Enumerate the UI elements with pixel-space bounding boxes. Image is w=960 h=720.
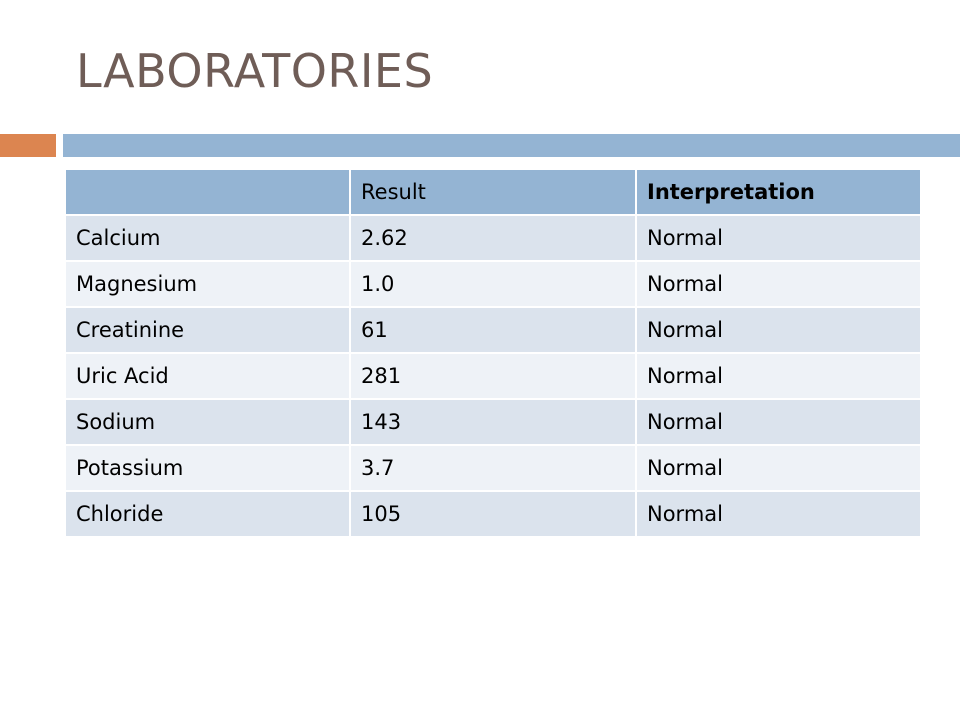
table-row: Chloride 105 Normal [64,490,922,538]
test-name-cell: Uric Acid [64,352,351,400]
result-cell: 3.7 [349,444,637,492]
interpretation-cell: Normal [635,444,922,492]
result-cell: 2.62 [349,214,637,262]
interpretation-cell: Normal [635,398,922,446]
table-row: Magnesium 1.0 Normal [64,260,922,308]
interpretation-cell: Normal [635,490,922,538]
test-name-cell: Creatinine [64,306,351,354]
interpretation-cell: Normal [635,306,922,354]
test-name-cell: Potassium [64,444,351,492]
table-row: Uric Acid 281 Normal [64,352,922,400]
table-row: Sodium 143 Normal [64,398,922,446]
interpretation-cell: Normal [635,214,922,262]
header-cell-test [64,168,351,216]
result-cell: 281 [349,352,637,400]
result-cell: 1.0 [349,260,637,308]
header-cell-result: Result [349,168,637,216]
test-name-cell: Calcium [64,214,351,262]
table-row: Calcium 2.62 Normal [64,214,922,262]
table-row: Creatinine 61 Normal [64,306,922,354]
interpretation-cell: Normal [635,260,922,308]
result-cell: 61 [349,306,637,354]
result-cell: 105 [349,490,637,538]
table-header-row: Result Interpretation [64,168,922,216]
test-name-cell: Magnesium [64,260,351,308]
result-cell: 143 [349,398,637,446]
accent-bar-orange [0,134,56,157]
test-name-cell: Chloride [64,490,351,538]
test-name-cell: Sodium [64,398,351,446]
header-cell-interpretation: Interpretation [635,168,922,216]
lab-results-table: Result Interpretation Calcium 2.62 Norma… [64,168,922,538]
interpretation-cell: Normal [635,352,922,400]
table-row: Potassium 3.7 Normal [64,444,922,492]
slide-title: LABORATORIES [76,44,434,98]
accent-bar-blue [63,134,960,157]
